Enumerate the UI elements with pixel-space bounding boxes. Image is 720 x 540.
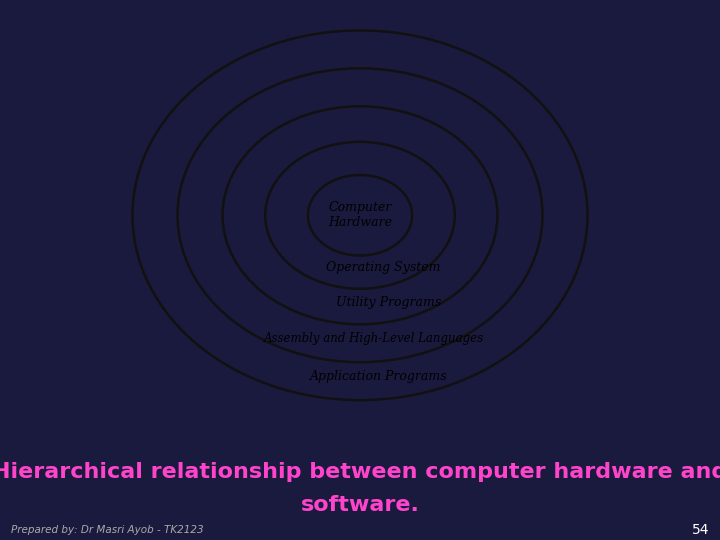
Text: Utility Programs: Utility Programs xyxy=(336,296,441,309)
Text: Prepared by: Dr Masri Ayob - TK2123: Prepared by: Dr Masri Ayob - TK2123 xyxy=(11,525,204,535)
Text: Computer
Hardware: Computer Hardware xyxy=(328,201,392,229)
Text: 54: 54 xyxy=(692,523,709,537)
Text: Operating System: Operating System xyxy=(326,261,441,274)
Text: Assembly and High-Level Languages: Assembly and High-Level Languages xyxy=(264,332,485,345)
Text: software.: software. xyxy=(300,495,420,515)
Text: Application Programs: Application Programs xyxy=(310,370,448,383)
Text: Hierarchical relationship between computer hardware and: Hierarchical relationship between comput… xyxy=(0,462,720,482)
